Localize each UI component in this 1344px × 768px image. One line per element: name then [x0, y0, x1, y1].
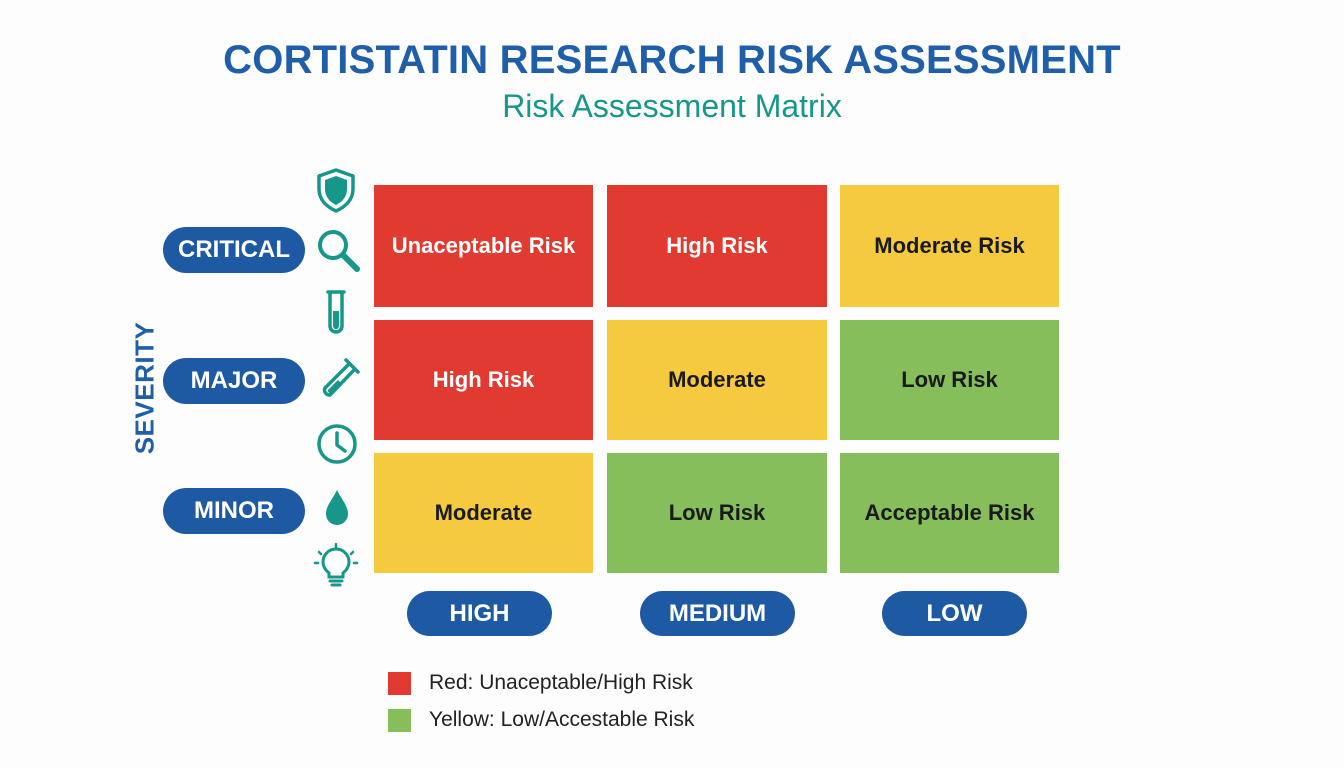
legend-swatch-green	[388, 708, 411, 732]
legend-text-red: Red: Unaceptable/High Risk	[429, 671, 693, 694]
legend-text-green: Yellow: Low/Accestable Risk	[429, 708, 695, 731]
matrix-cell-major-medium: Moderate	[607, 320, 827, 440]
clock-icon	[314, 421, 360, 467]
column-label-medium: MEDIUM	[640, 591, 795, 636]
row-label-critical: CRITICAL	[163, 227, 305, 273]
matrix-cell-major-high: High Risk	[374, 320, 593, 440]
legend-item-red: Red: Unaceptable/High Risk	[388, 671, 693, 695]
pipette-icon	[316, 356, 362, 402]
matrix-cell-minor-medium: Low Risk	[607, 453, 827, 573]
matrix-cell-major-low: Low Risk	[840, 320, 1059, 440]
matrix-cell-critical-medium: High Risk	[607, 185, 827, 307]
legend-swatch-red	[388, 671, 411, 695]
row-label-minor: MINOR	[163, 488, 305, 534]
lightbulb-icon	[313, 543, 359, 589]
magnifier-icon	[315, 227, 361, 273]
page-subtitle: Risk Assessment Matrix	[502, 88, 842, 124]
matrix-cell-minor-low: Acceptable Risk	[840, 453, 1059, 573]
column-label-low: LOW	[882, 591, 1027, 636]
severity-axis-label: SEVERITY	[129, 321, 160, 455]
matrix-cell-critical-high: Unaceptable Risk	[374, 185, 593, 307]
test-tube-icon	[313, 289, 359, 335]
legend-item-green: Yellow: Low/Accestable Risk	[388, 708, 694, 732]
row-label-major: MAJOR	[163, 358, 305, 404]
page-title: CORTISTATIN RESEARCH RISK ASSESSMENT	[223, 38, 1121, 82]
droplet-icon	[314, 484, 360, 530]
column-label-high: HIGH	[407, 591, 552, 636]
matrix-cell-minor-high: Moderate	[374, 453, 593, 573]
matrix-cell-critical-low: Moderate Risk	[840, 185, 1059, 307]
shield-icon	[313, 167, 359, 213]
